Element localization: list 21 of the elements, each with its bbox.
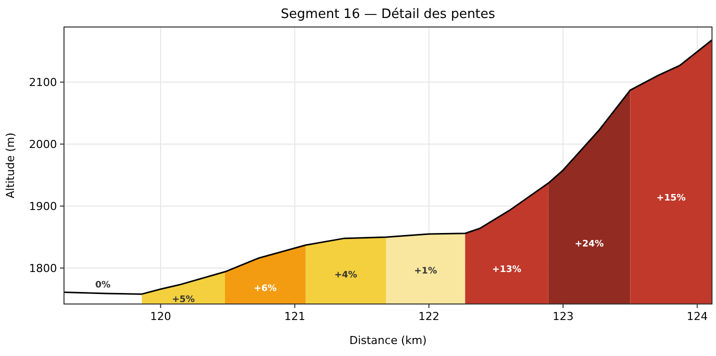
annotation: +1%	[414, 266, 437, 277]
annotation: +24%	[574, 240, 604, 250]
x-tick-label: 122	[418, 310, 440, 323]
y-tick-label: 1800	[29, 262, 57, 275]
annotation: +5%	[172, 295, 195, 306]
annotation: +15%	[656, 193, 686, 204]
x-tick-label: 120	[150, 310, 172, 323]
annotation: 0%	[95, 280, 111, 290]
line-series	[63, 39, 713, 295]
annotation: +4%	[334, 270, 358, 281]
y-tick-label: 2100	[29, 76, 57, 89]
x-axis-title: Distance (km)	[349, 334, 427, 347]
annotation: +6%	[254, 284, 277, 294]
chart-title: Segment 16 — Détail des pentes	[280, 7, 496, 22]
x-tick-label: 124	[686, 310, 708, 323]
y-tick-label: 2000	[29, 138, 57, 151]
x-tick-label: 123	[552, 310, 574, 323]
x-tick-label: 121	[284, 310, 306, 323]
annotation: +13%	[492, 264, 522, 275]
y-axis-title: Altitude (m)	[4, 132, 17, 198]
y-tick-label: 1900	[29, 200, 57, 213]
